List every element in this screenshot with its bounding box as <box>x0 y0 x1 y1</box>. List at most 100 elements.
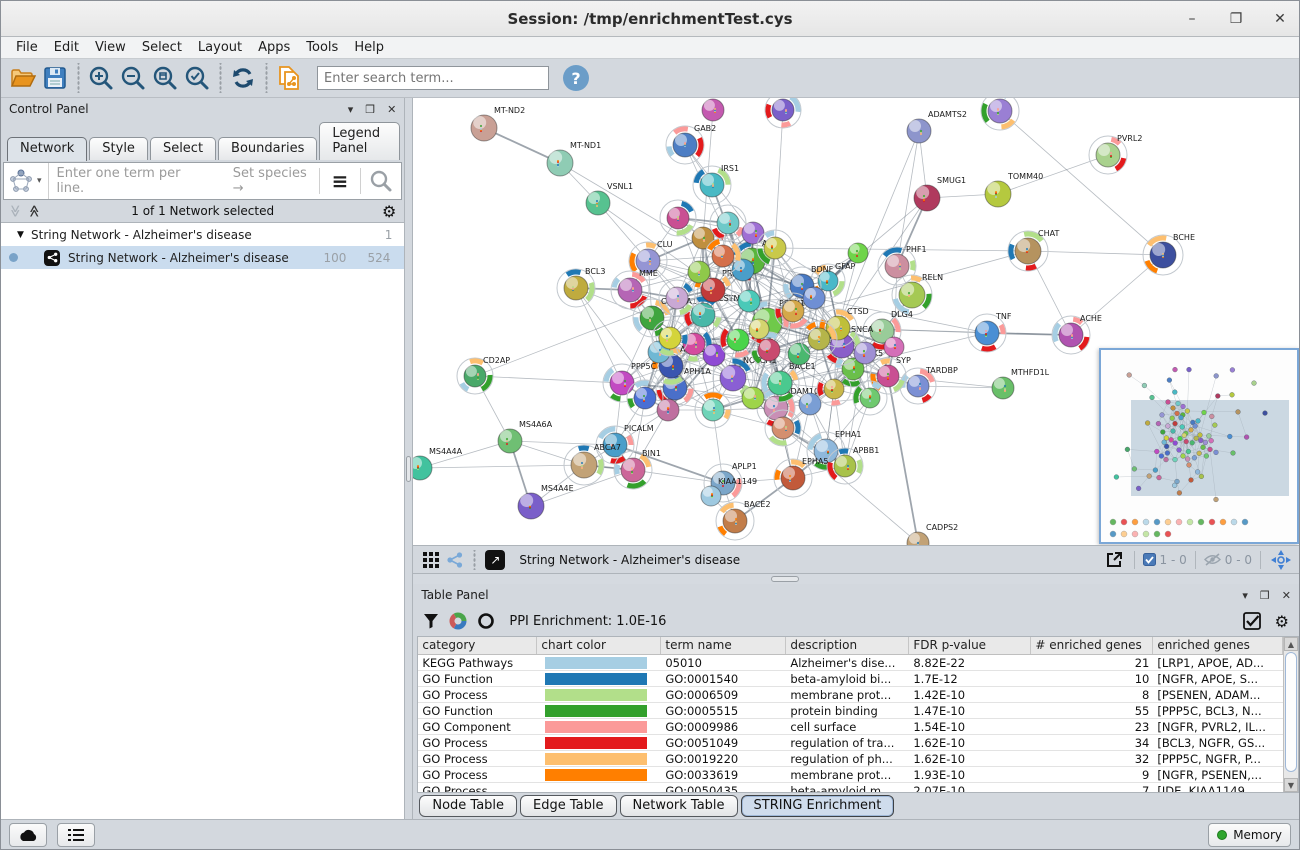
open-session-button[interactable] <box>7 62 39 94</box>
pan-compass-button[interactable] <box>1269 549 1293 571</box>
annotation-mode-button[interactable]: ↗ <box>485 549 506 570</box>
string-search-bar[interactable]: ▾ Enter one term per line. Set species →… <box>3 162 403 200</box>
search-options-menu-icon[interactable]: ≡ <box>331 169 349 193</box>
checkbox-icon[interactable] <box>1142 553 1156 566</box>
table-panel-close-icon[interactable]: ✕ <box>1281 588 1291 602</box>
share-view-button[interactable] <box>443 549 467 571</box>
zoom-out-button[interactable] <box>117 62 149 94</box>
tree-expander-icon[interactable]: ▼ <box>17 229 24 240</box>
table-settings-gear-icon[interactable]: ⚙ <box>1274 611 1289 631</box>
help-button[interactable]: ? <box>563 65 589 91</box>
column-header-category[interactable]: category <box>418 637 538 654</box>
menu-apps[interactable]: Apps <box>258 40 291 55</box>
minimize-button[interactable]: – <box>1188 11 1196 27</box>
splitter-handle[interactable] <box>771 576 800 582</box>
network-row-selected[interactable]: String Network - Alzheimer's disease 100… <box>1 246 405 269</box>
ring-chart-icon[interactable] <box>477 612 495 630</box>
column-header-fdr-p-value[interactable]: FDR p-value <box>909 637 1032 654</box>
table-row[interactable]: GO Component GO:0009986 cell surface 1.54E-… <box>418 719 1283 735</box>
menu-edit[interactable]: Edit <box>53 40 79 55</box>
search-input[interactable] <box>317 66 549 90</box>
menu-help[interactable]: Help <box>354 40 384 55</box>
tab-legend-panel[interactable]: Legend Panel <box>319 122 401 160</box>
svg-text:SYP: SYP <box>896 356 911 365</box>
network-options-gear-icon[interactable]: ⚙ <box>382 201 397 221</box>
table-row[interactable]: KEGG Pathways 05010 Alzheimer's dise... 8.8… <box>418 655 1283 671</box>
select-all-checkbox-icon[interactable] <box>1242 612 1261 630</box>
column-header-enriched-genes[interactable]: # enriched genes <box>1031 637 1154 654</box>
export-view-button[interactable] <box>1102 549 1126 571</box>
svg-text:APBB1: APBB1 <box>853 446 879 455</box>
arrow-ne-icon: ↗ <box>490 552 501 567</box>
donut-chart-icon[interactable] <box>449 612 467 630</box>
network-collection-row[interactable]: ▼ String Network - Alzheimer's disease 1 <box>1 223 404 246</box>
maximize-button[interactable]: ❐ <box>1229 11 1243 27</box>
menu-layout[interactable]: Layout <box>197 40 243 55</box>
set-species-label[interactable]: Set species → <box>232 166 307 196</box>
tab-select[interactable]: Select <box>149 137 217 160</box>
table-row[interactable]: GO Function GO:0001540 beta-amyloid bi... 1… <box>418 671 1283 687</box>
vertical-splitter[interactable] <box>405 98 414 819</box>
table-panel-collapse-icon[interactable]: ▾ <box>1242 588 1248 602</box>
zoom-selected-button[interactable] <box>181 62 213 94</box>
column-header-description[interactable]: description <box>786 637 910 654</box>
column-header-enriched-genes[interactable]: enriched genes <box>1153 637 1283 654</box>
svg-text:TNF: TNF <box>995 312 1012 321</box>
network-tree: ▼ String Network - Alzheimer's disease 1… <box>1 222 405 819</box>
table-row[interactable]: GO Process GO:0006509 membrane prot... 1.42… <box>418 687 1283 703</box>
zoom-fit-button[interactable] <box>149 62 181 94</box>
menu-view[interactable]: View <box>94 40 126 55</box>
string-query-placeholder[interactable]: Enter one term per line. <box>56 166 181 196</box>
memory-status-button[interactable]: Memory <box>1208 822 1291 847</box>
table-cell: GO:0050435 <box>665 784 739 792</box>
scrollbar-thumb[interactable] <box>1285 652 1297 772</box>
table-panel-float-icon[interactable]: ❒ <box>1259 588 1270 602</box>
column-header-term-name[interactable]: term name <box>661 637 787 654</box>
table-row[interactable]: GO Process GO:0050435 beta-amyloid m... 2.0… <box>418 783 1283 792</box>
tab-string-enrichment[interactable]: STRING Enrichment <box>740 795 895 817</box>
tab-boundaries[interactable]: Boundaries <box>218 137 318 160</box>
control-panel-float-icon[interactable]: ❒ <box>365 102 376 116</box>
scroll-up-icon[interactable]: ▲ <box>1284 637 1298 651</box>
scroll-down-icon[interactable]: ▼ <box>1284 778 1298 792</box>
svg-text:BIN1: BIN1 <box>642 449 661 458</box>
svg-text:ADAM10: ADAM10 <box>785 387 819 396</box>
birds-eye-view[interactable] <box>1099 348 1299 544</box>
tab-edge-table[interactable]: Edge Table <box>520 795 617 817</box>
string-protein-query-selector[interactable]: ▾ <box>4 163 49 199</box>
save-session-button[interactable] <box>39 62 71 94</box>
zoom-in-button[interactable] <box>85 62 117 94</box>
refresh-button[interactable] <box>227 62 259 94</box>
task-history-button[interactable] <box>57 822 95 847</box>
filter-icon[interactable] <box>423 613 439 629</box>
eye-off-icon[interactable] <box>1203 553 1221 566</box>
chart-color-swatch <box>545 705 648 717</box>
table-row[interactable]: GO Process GO:0051049 regulation of tra...… <box>418 735 1283 751</box>
menu-select[interactable]: Select <box>141 40 182 55</box>
tab-network[interactable]: Network <box>7 137 88 161</box>
control-panel-collapse-icon[interactable]: ▾ <box>347 102 354 116</box>
search-icon[interactable] <box>361 169 401 193</box>
control-panel-close-icon[interactable]: ✕ <box>387 102 397 116</box>
table-scrollbar[interactable]: ▲ ▼ <box>1283 637 1298 792</box>
tab-node-table[interactable]: Node Table <box>419 795 518 817</box>
horizontal-splitter[interactable] <box>413 574 1299 584</box>
close-button[interactable]: ✕ <box>1274 11 1286 27</box>
menu-file[interactable]: File <box>16 40 38 55</box>
table-row[interactable]: GO Process GO:0019220 regulation of ph... 1… <box>418 751 1283 767</box>
network-from-file-button[interactable] <box>273 62 305 94</box>
table-cell: GO Process <box>422 736 488 750</box>
menu-tools[interactable]: Tools <box>306 40 339 55</box>
collection-label: String Network - Alzheimer's disease <box>31 227 252 242</box>
splitter-handle[interactable] <box>406 456 412 482</box>
table-cell: 1.93E-10 <box>913 768 966 782</box>
network-canvas[interactable]: MT-ND2 MT-ND1 VSNL1 GAB2 IRS1 ADAMTS2 PVRL2 SMU… <box>413 98 1299 546</box>
table-row[interactable]: GO Process GO:0033619 membrane prot... 1.93… <box>418 767 1283 783</box>
tab-network-table[interactable]: Network Table <box>619 795 738 817</box>
column-header-chart-color[interactable]: chart color <box>537 637 662 654</box>
grid-view-button[interactable] <box>419 549 443 571</box>
table-row[interactable]: GO Function GO:0005515 protein binding 1.47… <box>418 703 1283 719</box>
automation-button[interactable] <box>9 822 47 847</box>
network-graph[interactable]: MT-ND2 MT-ND1 VSNL1 GAB2 IRS1 ADAMTS2 PVRL2 SMU… <box>413 98 1299 546</box>
tab-style[interactable]: Style <box>89 137 148 160</box>
